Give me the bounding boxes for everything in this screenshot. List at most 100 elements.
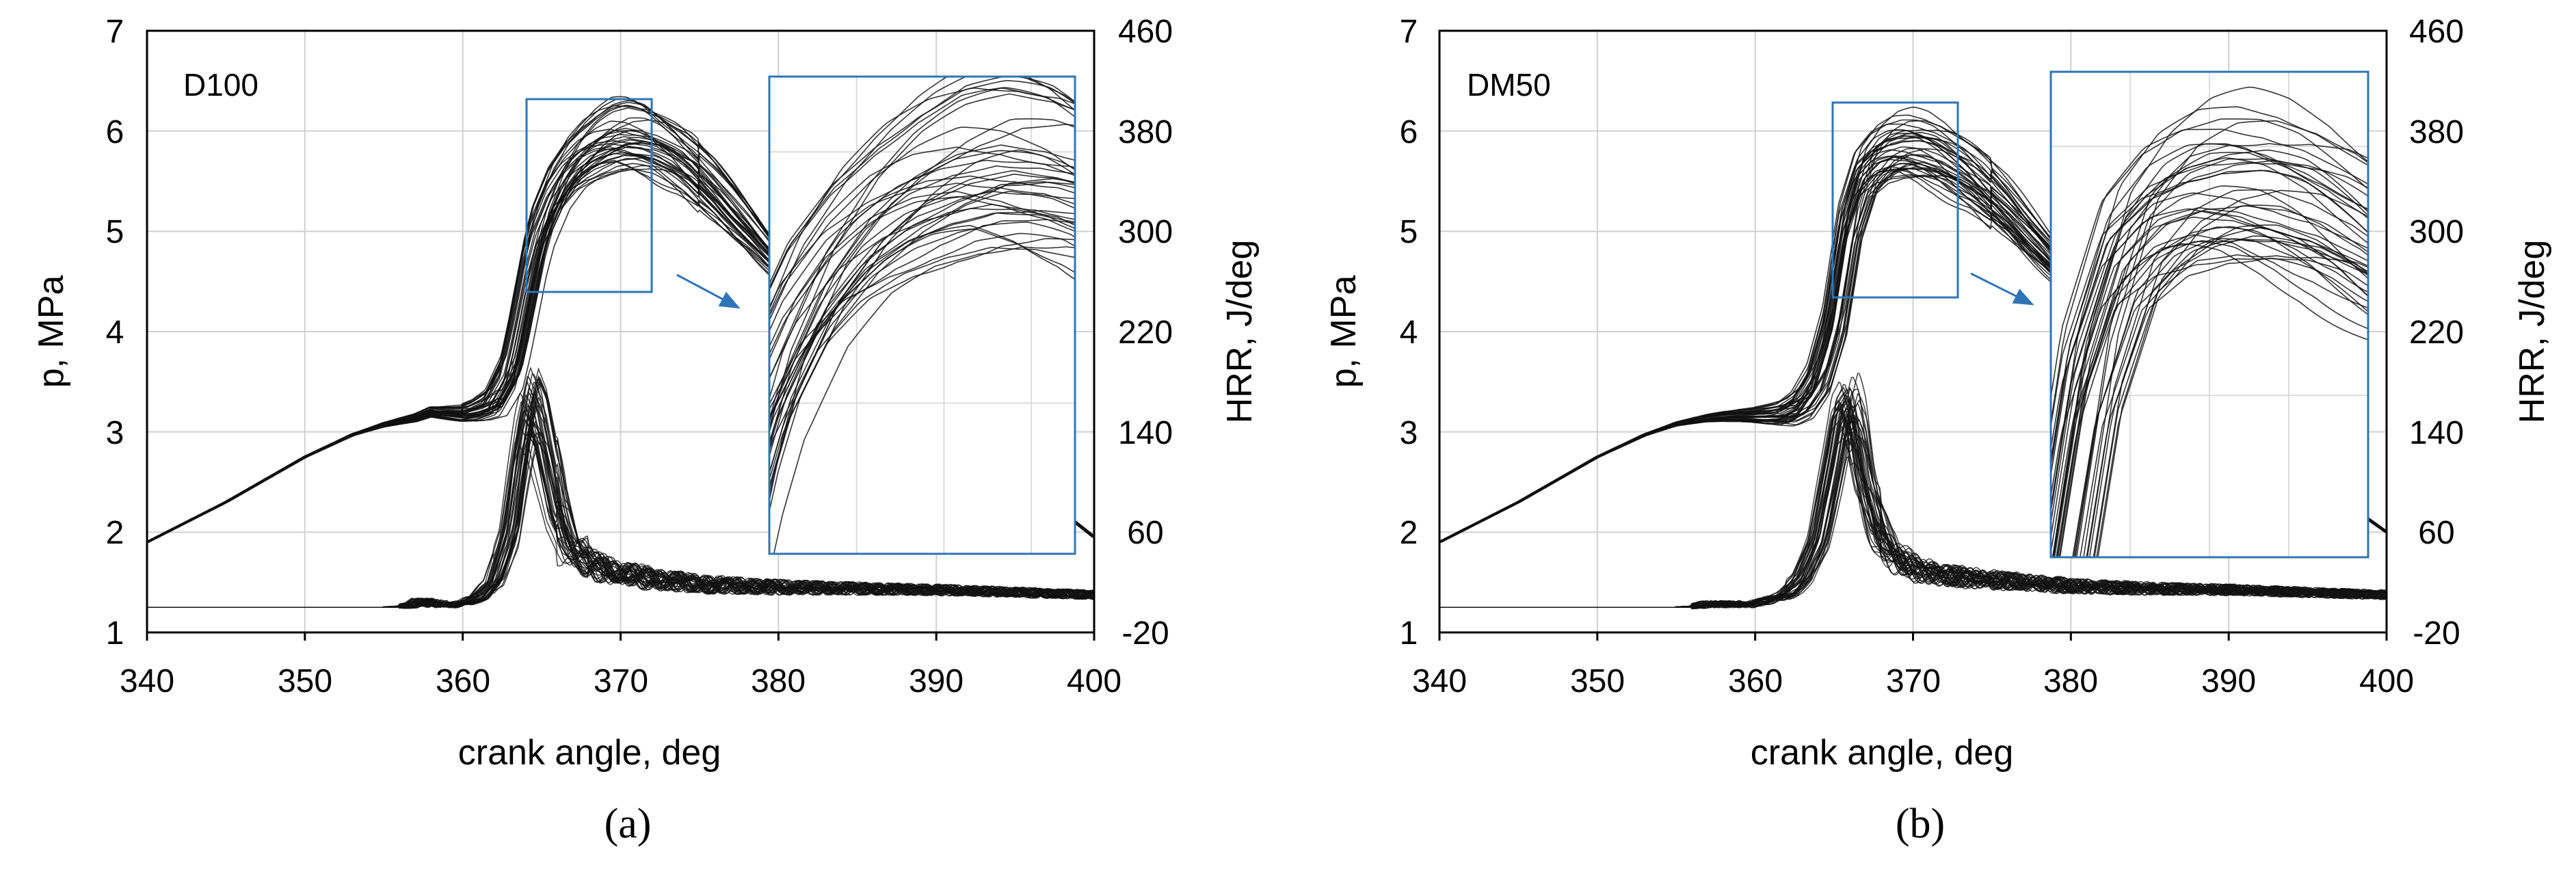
panel-b-y-left-tick-label: 4 (1400, 315, 1418, 351)
panel-b-y-left-tick-label: 5 (1400, 214, 1418, 250)
panel-a-inset-pressure-cycle-line (769, 165, 1075, 422)
panel-b-inset-frame (2049, 70, 2369, 559)
panel-b-chart: 340 350 360 370 380 390 400 1 2 3 4 5 6 … (1324, 14, 2552, 847)
panel-b-inset-pressure-cycle-line (2051, 160, 2368, 516)
panel-a-inset-background (769, 77, 1075, 554)
panel-a-x-tick-label: 340 (120, 663, 174, 699)
panel-b-x-axis-title: crank angle, deg (1751, 733, 2014, 773)
panel-a-inset-pressure-cycle-line (769, 144, 1075, 431)
panel-b-inset-pressure-cycle-line (2051, 192, 2368, 527)
panel-a-inset-pressure-cycle-line (769, 93, 1075, 431)
panel-b-inset-pressure-cycle-line (2052, 207, 2368, 557)
panel-b-zoom-inset (2049, 70, 2369, 559)
panel-b-y-left-tick-label: 7 (1400, 14, 1418, 50)
panel-a-inset-pressure-cycle-line (769, 178, 1075, 476)
panel-b-inset-pressure-cycle-line (2051, 216, 2368, 542)
panel-b-zoom-arrow (1970, 272, 2034, 306)
panel-a-inset-pressure-cycle-line (769, 77, 1075, 292)
panel-a-y-left-tick-label: 6 (106, 114, 124, 150)
panel-a-y-left-tick-label: 1 (106, 615, 124, 652)
panel-b-inset-pressure-cycle-line (2051, 143, 2368, 467)
panel-a-y-left-axis-title: p, MPa (31, 276, 71, 388)
panel-a-x-tick-label: 370 (594, 663, 648, 699)
panel-b-inset-pressure-cycle-line (2054, 86, 2368, 557)
panel-b-inset-pressure-cycle-line (2052, 234, 2368, 557)
panel-b-inset-pressure-cycle-line (2075, 158, 2368, 557)
panel-a-inset-pressure-cycle-line (769, 210, 1075, 451)
panel-a-inset-pressure-cycle-line (769, 87, 1075, 311)
panel-b-y-right-tick-label: 140 (2409, 415, 2464, 451)
panel-b-fuel-label: DM50 (1467, 67, 1551, 103)
panel-a-inset-pressure-curves (769, 77, 1075, 554)
panel-a-inset-pressure-cycle-line (769, 196, 1075, 356)
panel-b-inset-pressure-cycle-line (2058, 152, 2368, 557)
panel-b-inset-pressure-cycle-line (2051, 170, 2368, 431)
panel-b-inset-pressure-cycle-line (2086, 258, 2368, 557)
panel-b-inset-pressure-cycle-line (2051, 226, 2368, 556)
panel-a-x-tick-label: 380 (751, 663, 806, 699)
panel-b-inset-pressure-cycle-line (2051, 129, 2368, 427)
panel-a-y-right-tick-label: 60 (1127, 515, 1163, 551)
panel-a-inset-pressure-cycle-line (769, 246, 1075, 453)
panel-a-fuel-label: D100 (183, 67, 258, 103)
panel-a-inset-pressure-cycle-line (769, 126, 1075, 318)
panel-a-inset-pressure-cycle-line (769, 183, 1075, 333)
panel-a-y-right-tick-label: 380 (1118, 114, 1173, 150)
panel-b-y-left-tick-label: 1 (1400, 615, 1418, 652)
panel-a-inset-pressure-cycle-line (769, 221, 1075, 418)
panel-a-label: (a) (605, 801, 652, 847)
panel-b-hrr-cycle-line (1439, 398, 2387, 609)
panel-a-hrr-cycle-line (147, 410, 1094, 609)
panel-b-inset-pressure-curves (2051, 86, 2368, 557)
panel-a-hrr-curves (147, 366, 1094, 609)
panel-a-inset-pressure-cycle-line (773, 246, 1075, 554)
panel-b-y-right-tick-label: 300 (2409, 214, 2464, 250)
panel-a-y-left-tick-label: 2 (106, 515, 124, 551)
panel-a-inset-frame (768, 75, 1076, 555)
panel-b-hrr-curves (1439, 373, 2387, 610)
panel-b-y-left-tick-label: 3 (1400, 415, 1418, 451)
panel-b-x-tick-label: 340 (1412, 663, 1467, 699)
panel-a-y-left-tick-label: 3 (106, 415, 124, 451)
panel-a-inset-pressure-cycle-line (769, 191, 1075, 426)
panel-b-x-tick-label: 350 (1570, 663, 1625, 699)
panel-b-inset-pressure-cycle-line (2073, 238, 2368, 557)
panel-a-inset-pressure-cycle-line (769, 224, 1075, 411)
panel-b-inset-pressure-cycle-line (2096, 224, 2368, 557)
panel-b-y-left-axis-title: p, MPa (1324, 276, 1364, 388)
panel-b-x-tick-label: 370 (1886, 663, 1941, 699)
panel-b-y-left-tick-label: 2 (1400, 515, 1418, 551)
panel-a-inset-pressure-cycle-line (769, 208, 1075, 379)
panel-b-y-right-tick-label: 60 (2418, 515, 2454, 551)
panel-b-inset-pressure-cycle-line (2088, 238, 2368, 557)
panel-a-chart: 340 350 360 370 380 390 400 1 2 3 4 5 6 … (31, 14, 1260, 847)
panel-a-y-right-tick-label: 220 (1118, 315, 1173, 351)
panel-b-inset-pressure-cycle-line (2093, 189, 2368, 557)
panel-b-inset-pressure-cycle-line (2097, 204, 2368, 557)
panel-a-plot-frame (146, 29, 1096, 634)
panel-a-x-tick-label: 390 (909, 663, 964, 699)
panel-a-inset-pressure-cycle-line (769, 175, 1075, 361)
panel-b-inset-pressure-cycle-line (2051, 161, 2368, 557)
panel-a-y-right-tick-label: 300 (1118, 214, 1173, 250)
panel-b-plot-frame (1438, 29, 2388, 634)
panel-b-inset-pressure-cycle-line (2083, 120, 2368, 557)
panel-a-zoom-arrow (676, 273, 741, 309)
panel-b-y-right-tick-label: 380 (2409, 114, 2464, 150)
panel-b-inset-pressure-cycle-line (2051, 208, 2368, 512)
panel-b-inset-pressure-cycle-line (2052, 258, 2368, 557)
panel-b-inset-pressure-cycle-line (2057, 210, 2368, 557)
panel-b-inset-pressure-cycle-line (2086, 189, 2368, 557)
panel-a-y-right-tick-label: -20 (1121, 615, 1169, 652)
panel-a-zoom-inset (768, 75, 1076, 555)
panel-b-y-right-tick-label: 460 (2409, 14, 2464, 50)
panel-b-label: (b) (1896, 801, 1945, 847)
panel-b-x-tick-label: 380 (2043, 663, 2098, 699)
panel-a-y-left-tick-label: 4 (106, 315, 124, 351)
panel-b-inset-pressure-cycle-line (2074, 143, 2368, 557)
panel-b-y-right-tick-label: -20 (2413, 615, 2460, 652)
panel-a-x-axis-title: crank angle, deg (458, 733, 721, 773)
panel-a-y-right-axis-title: HRR, J/deg (1220, 240, 1260, 424)
panel-b-x-tick-label: 400 (2359, 663, 2414, 699)
